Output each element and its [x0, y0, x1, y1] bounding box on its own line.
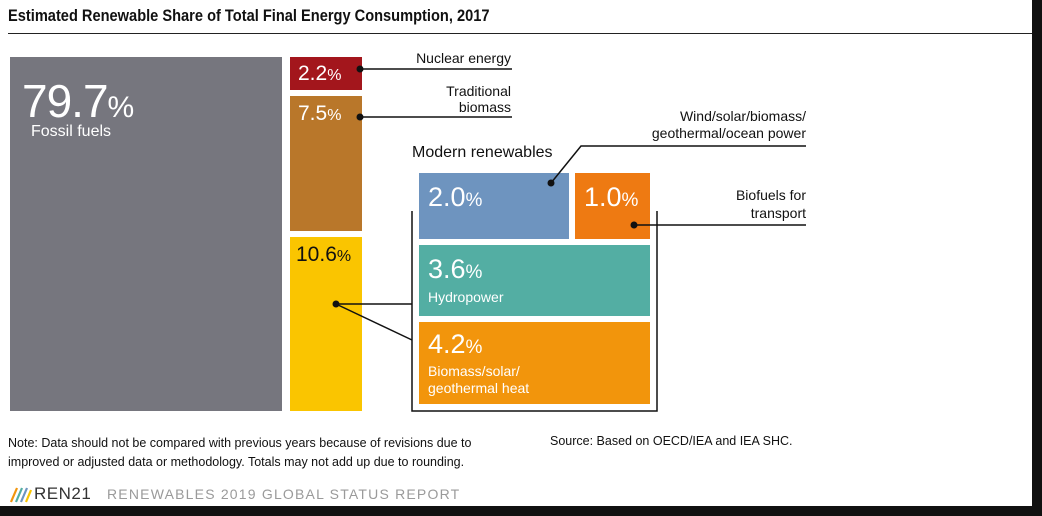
nuclear-value: 2.2%: [298, 62, 341, 86]
modern-link-lower: [335, 303, 413, 341]
fossil-fuels-value: 79.7%: [22, 74, 135, 128]
biomass-heat-label-1: Biomass/solar/: [428, 363, 520, 379]
biomass-heat-block: [419, 322, 650, 404]
biofuels-number: 1.0: [584, 182, 622, 212]
biofuels-value: 1.0%: [584, 182, 638, 213]
nuclear-pct: %: [327, 67, 342, 84]
modern-renewables-pct: %: [336, 248, 352, 265]
wind-solar-label-2: geothermal/ocean power: [651, 125, 806, 141]
biofuels-pct: %: [621, 190, 639, 211]
source-note: Source: Based on OECD/IEA and IEA SHC.: [550, 434, 793, 448]
traditional-biomass-number: 7.5: [298, 102, 328, 125]
hydropower-label: Hydropower: [428, 289, 504, 305]
nuclear-number: 2.2: [298, 62, 328, 85]
biofuels-block: [575, 173, 650, 239]
modern-renewables-number: 10.6: [296, 243, 337, 266]
frame-edge-right: [1032, 0, 1042, 516]
footnote-line-2: improved or adjusted data or methodology…: [8, 455, 465, 469]
biofuels-label-2: transport: [750, 205, 806, 221]
biomass-heat-value: 4.2%: [428, 329, 482, 360]
modern-renewables-title: Modern renewables: [412, 144, 553, 161]
chart-title: Estimated Renewable Share of Total Final…: [8, 6, 490, 25]
traditional-biomass-pct: %: [327, 107, 342, 124]
biofuels-dot: [630, 221, 638, 229]
nuclear-label: Nuclear energy: [416, 50, 511, 66]
traditional-biomass-value: 7.5%: [298, 102, 341, 126]
biomass-heat-number: 4.2: [428, 329, 466, 359]
connector-lines: [332, 65, 806, 412]
fossil-fuels-number: 79.7: [22, 75, 109, 127]
footnote-line-1: Note: Data should not be compared with p…: [8, 436, 472, 450]
footnote: Note: Data should not be compared with p…: [8, 434, 528, 472]
wind-solar-number: 2.0: [428, 182, 466, 212]
nuclear-block: [290, 57, 362, 90]
biomass-heat-label-2: geothermal heat: [428, 380, 530, 396]
biofuels-label-1: Biofuels for: [735, 187, 806, 203]
traditional-label-1: Traditional: [446, 83, 511, 99]
ren21-logo-text: REN21: [34, 484, 92, 503]
figure: Estimated Renewable Share of Total Final…: [0, 0, 1032, 506]
fossil-fuels-label: Fossil fuels: [31, 123, 112, 140]
modern-renewables-block: [290, 237, 362, 411]
wind-solar-value: 2.0%: [428, 182, 482, 213]
hydropower-number: 3.6: [428, 254, 466, 284]
fossil-fuels-block: [10, 57, 282, 411]
wind-solar-pct: %: [465, 190, 483, 211]
frame-edge-bottom: [0, 506, 1042, 516]
fossil-fuels-pct: %: [107, 91, 135, 124]
traditional-label-2: biomass: [458, 99, 511, 115]
modern-dot: [332, 300, 340, 308]
hydropower-block: [419, 245, 650, 316]
modern-bracket: [411, 211, 658, 412]
title-rule: [8, 33, 1032, 34]
nuclear-dot: [356, 65, 364, 73]
wind-solar-block: [419, 173, 569, 239]
wind-solar-label-1: Wind/solar/biomass/: [679, 108, 806, 124]
report-title: RENEWABLES 2019 GLOBAL STATUS REPORT: [107, 486, 461, 502]
modern-renewables-value: 10.6%: [296, 243, 351, 267]
traditional-biomass-block: [290, 96, 362, 231]
wind-solar-dot: [547, 179, 555, 187]
hydropower-pct: %: [465, 262, 483, 283]
biomass-heat-pct: %: [465, 337, 483, 358]
ren21-logo-icon: [10, 487, 32, 503]
hydropower-value: 3.6%: [428, 254, 482, 285]
traditional-dot: [356, 113, 364, 121]
wind-solar-leader: [550, 145, 806, 184]
